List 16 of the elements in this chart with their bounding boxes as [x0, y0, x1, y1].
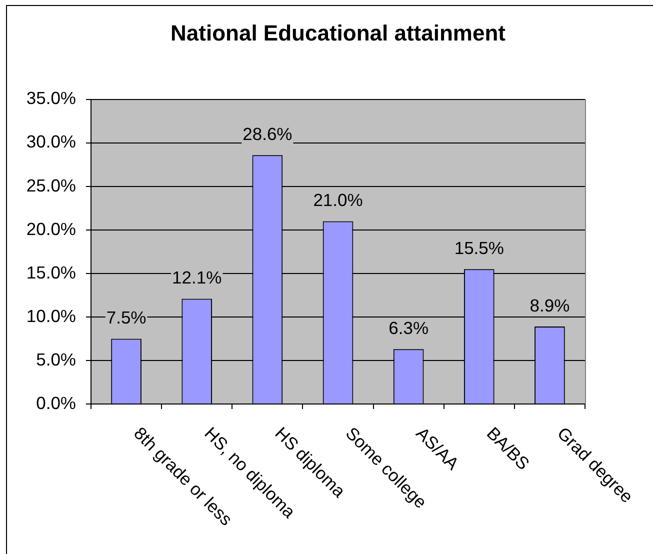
y-tick-label: 30.0% [26, 132, 76, 152]
y-tick-label: 10.0% [26, 306, 76, 326]
data-label: 12.1% [172, 268, 222, 288]
y-tick-label: 20.0% [26, 218, 76, 239]
y-tick-label: 25.0% [26, 175, 76, 196]
data-label: 21.0% [313, 190, 363, 210]
data-label: 8.9% [530, 296, 570, 316]
y-tick-label: 15.0% [26, 262, 76, 282]
data-label: 7.5% [106, 308, 146, 328]
y-tick-label: 0.0% [36, 392, 76, 413]
y-tick-label: 35.0% [26, 88, 76, 108]
y-tick-label: 5.0% [36, 349, 76, 370]
data-label: 6.3% [388, 318, 429, 338]
data-label: 28.6% [242, 124, 292, 144]
chart-title: National Educational attainment [170, 20, 506, 46]
data-label: 15.5% [454, 238, 504, 258]
